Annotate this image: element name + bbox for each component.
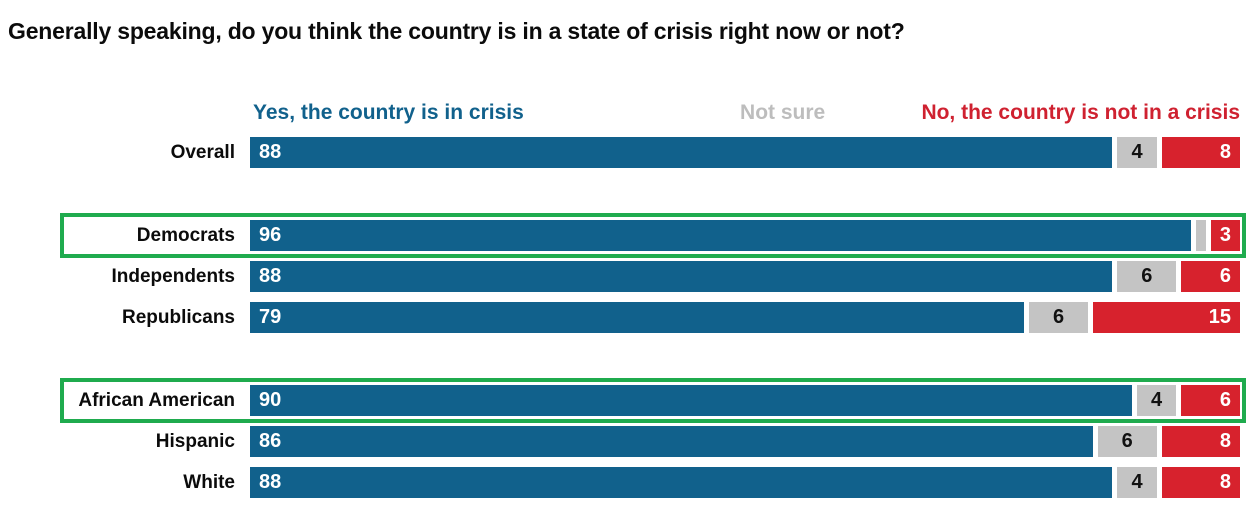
bar-row: Republicans 79 6 15 xyxy=(8,302,1240,333)
chart-section: Democrats 96 3 Independents 88 6 6 Repub… xyxy=(8,213,1246,333)
bar-row: African American 90 4 6 xyxy=(8,378,1246,423)
bar-segment-yes: 88 xyxy=(250,467,1113,498)
bar-track: 88 4 8 xyxy=(250,467,1241,498)
bar-segment-no: 8 xyxy=(1161,137,1241,168)
bar-segment-yes: 88 xyxy=(250,137,1113,168)
legend-label-yes: Yes, the country is in crisis xyxy=(253,101,524,124)
segment-value-no: 6 xyxy=(1219,265,1231,287)
segment-value-no: 15 xyxy=(1208,306,1231,328)
bar-segment-yes: 88 xyxy=(250,261,1113,292)
segment-value-yes: 86 xyxy=(259,430,282,452)
segment-value-no: 8 xyxy=(1219,141,1232,163)
bar-track: 79 6 15 xyxy=(250,302,1240,333)
segment-value-yes: 96 xyxy=(259,224,282,246)
row-label: African American xyxy=(78,389,235,411)
chart-body: Overall 88 4 8 Democrats 96 3 Independen… xyxy=(8,137,1246,498)
row-label: White xyxy=(183,471,235,493)
chart-section: Overall 88 4 8 xyxy=(8,137,1241,168)
bar-segment-not-sure: 6 xyxy=(1029,302,1088,333)
segment-value-no: 3 xyxy=(1219,224,1231,246)
bar-segment-no: 6 xyxy=(1181,385,1240,416)
bar-segment-not-sure xyxy=(1195,220,1206,251)
bar-segment-not-sure: 6 xyxy=(1117,261,1177,292)
legend-label-no: No, the country is not in a crisis xyxy=(921,101,1240,124)
bar-track: 88 6 6 xyxy=(250,261,1240,292)
bar-track: 96 3 xyxy=(250,220,1240,251)
row-label: Independents xyxy=(111,265,235,287)
chart-title: Generally speaking, do you think the cou… xyxy=(8,18,905,44)
bar-track: 86 6 8 xyxy=(250,426,1240,457)
bar-segment-yes: 96 xyxy=(250,220,1191,251)
bar-segment-not-sure: 4 xyxy=(1137,385,1177,416)
segment-value-yes: 88 xyxy=(259,265,282,287)
segment-value-no: 8 xyxy=(1219,471,1232,493)
segment-value-yes: 79 xyxy=(259,306,282,328)
bar-row: Hispanic 86 6 8 xyxy=(8,426,1240,457)
bar-segment-yes: 86 xyxy=(250,426,1093,457)
bar-segment-no: 15 xyxy=(1093,302,1240,333)
bar-segment-no: 6 xyxy=(1181,261,1240,292)
chart-legend: Yes, the country is in crisis Not sure N… xyxy=(250,101,1240,128)
row-label: Overall xyxy=(170,141,235,163)
row-label: Hispanic xyxy=(155,430,235,452)
bar-track: 90 4 6 xyxy=(250,385,1240,416)
segment-value-no: 8 xyxy=(1219,430,1231,452)
row-label: Republicans xyxy=(122,306,235,328)
bar-segment-no: 8 xyxy=(1161,426,1240,457)
segment-value-no: 6 xyxy=(1219,389,1231,411)
segment-value-not-sure: 6 xyxy=(1121,430,1133,452)
bar-track: 88 4 8 xyxy=(250,137,1241,168)
bar-segment-yes: 79 xyxy=(250,302,1025,333)
bar-segment-yes: 90 xyxy=(250,385,1132,416)
bar-segment-not-sure: 4 xyxy=(1117,467,1157,498)
segment-value-yes: 90 xyxy=(259,389,282,411)
segment-value-not-sure: 4 xyxy=(1151,389,1163,411)
row-label: Democrats xyxy=(136,224,235,246)
bar-row: Independents 88 6 6 xyxy=(8,261,1240,292)
bar-row: Overall 88 4 8 xyxy=(8,137,1241,168)
segment-value-not-sure: 6 xyxy=(1053,306,1065,328)
segment-value-not-sure: 4 xyxy=(1131,141,1143,163)
bar-segment-not-sure: 6 xyxy=(1097,426,1157,457)
bar-segment-no: 3 xyxy=(1210,220,1240,251)
bar-segment-no: 8 xyxy=(1161,467,1241,498)
legend-label-not-sure: Not sure xyxy=(740,101,826,124)
bar-segment-not-sure: 4 xyxy=(1117,137,1157,168)
bar-row: White 88 4 8 xyxy=(8,467,1241,498)
segment-value-not-sure: 4 xyxy=(1131,471,1143,493)
segment-value-not-sure: 6 xyxy=(1141,265,1153,287)
bar-row: Democrats 96 3 xyxy=(8,213,1246,258)
chart-section: African American 90 4 6 Hispanic 86 6 8 … xyxy=(8,378,1246,498)
segment-value-yes: 88 xyxy=(259,141,282,163)
segment-value-yes: 88 xyxy=(259,471,282,493)
